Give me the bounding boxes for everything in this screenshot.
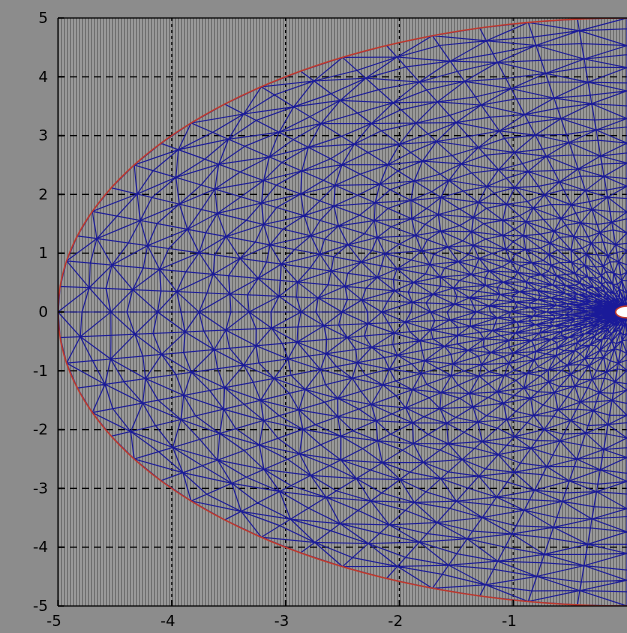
y-tick-label: -2 bbox=[33, 421, 48, 439]
y-tick-label: 3 bbox=[38, 127, 48, 145]
x-tick-label: -3 bbox=[274, 612, 289, 630]
y-tick-label: -5 bbox=[33, 597, 48, 615]
y-tick-label: -4 bbox=[33, 538, 48, 556]
y-tick-label: 5 bbox=[38, 9, 48, 27]
x-tick-label: -5 bbox=[47, 612, 62, 630]
y-tick-label: 4 bbox=[38, 68, 48, 86]
y-tick-label: -3 bbox=[33, 479, 48, 497]
y-tick-label: 1 bbox=[38, 244, 48, 262]
x-tick-label: -1 bbox=[502, 612, 517, 630]
y-tick-label: 0 bbox=[38, 303, 48, 321]
x-tick-label: -2 bbox=[388, 612, 403, 630]
y-tick-label: 2 bbox=[38, 185, 48, 203]
y-tick-label: -1 bbox=[33, 362, 48, 380]
x-tick-label: -4 bbox=[160, 612, 175, 630]
